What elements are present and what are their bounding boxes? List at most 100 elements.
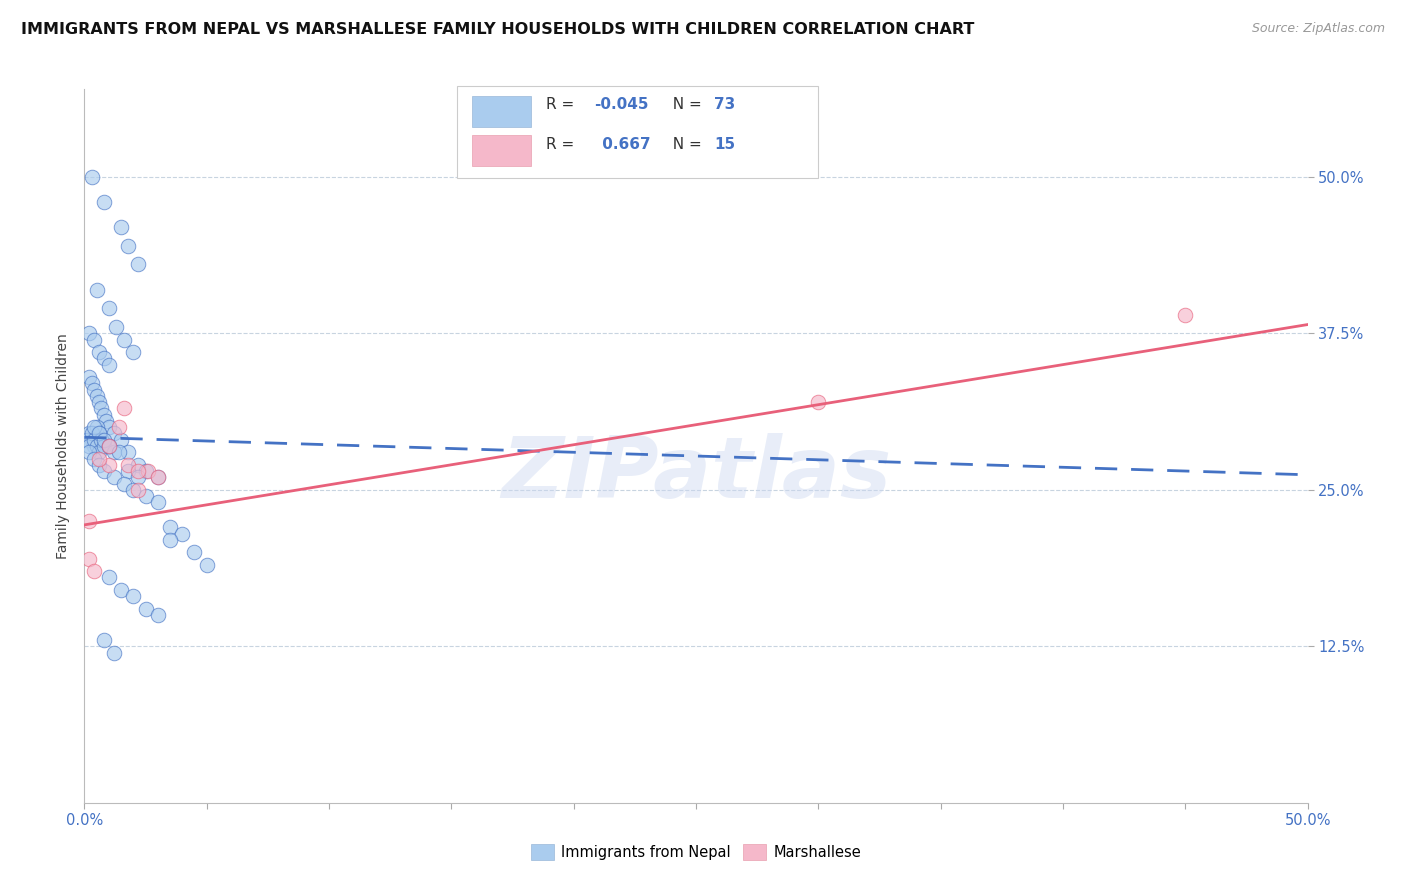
Point	[110, 582, 132, 597]
Point	[97, 301, 120, 316]
Point	[93, 439, 115, 453]
Point	[83, 433, 105, 447]
Point	[107, 420, 129, 434]
Point	[117, 458, 139, 472]
Point	[97, 358, 120, 372]
Point	[97, 439, 120, 453]
Point	[86, 439, 108, 453]
Point	[122, 589, 145, 603]
Point	[110, 433, 132, 447]
Point	[77, 445, 100, 459]
Point	[96, 414, 118, 428]
Point	[146, 470, 169, 484]
Point	[122, 345, 145, 359]
Point	[112, 401, 135, 416]
Point	[83, 383, 105, 397]
Point	[117, 238, 139, 252]
Point	[127, 458, 149, 472]
Point	[112, 333, 135, 347]
Point	[103, 426, 125, 441]
Text: IMMIGRANTS FROM NEPAL VS MARSHALLESE FAMILY HOUSEHOLDS WITH CHILDREN CORRELATION: IMMIGRANTS FROM NEPAL VS MARSHALLESE FAM…	[21, 22, 974, 37]
Point	[77, 426, 100, 441]
Text: 15: 15	[714, 136, 735, 152]
Point	[117, 445, 139, 459]
Point	[77, 514, 100, 528]
Point	[117, 464, 139, 478]
Y-axis label: Family Households with Children: Family Households with Children	[56, 333, 70, 559]
Text: -0.045: -0.045	[595, 96, 650, 112]
FancyBboxPatch shape	[457, 86, 818, 178]
Point	[172, 526, 194, 541]
Legend: Immigrants from Nepal, Marshallese: Immigrants from Nepal, Marshallese	[523, 837, 869, 867]
Point	[80, 169, 103, 184]
Text: N =: N =	[664, 96, 707, 112]
Point	[97, 439, 120, 453]
Point	[86, 389, 108, 403]
Point	[146, 495, 169, 509]
Point	[97, 570, 120, 584]
Point	[807, 395, 830, 409]
Point	[93, 633, 115, 648]
Point	[107, 445, 129, 459]
Point	[76, 433, 98, 447]
Point	[83, 451, 105, 466]
Point	[136, 464, 159, 478]
Point	[1174, 308, 1197, 322]
Point	[146, 470, 169, 484]
Point	[83, 333, 105, 347]
Point	[83, 439, 105, 453]
Point	[135, 464, 157, 478]
Point	[77, 370, 100, 384]
Point	[77, 551, 100, 566]
Point	[90, 433, 112, 447]
Point	[183, 545, 205, 559]
Point	[87, 451, 110, 466]
Point	[77, 439, 100, 453]
Point	[146, 607, 169, 622]
Point	[86, 420, 108, 434]
Point	[110, 219, 132, 234]
Point	[80, 426, 103, 441]
Point	[103, 445, 125, 459]
Point	[87, 458, 110, 472]
FancyBboxPatch shape	[472, 96, 531, 127]
Text: 73: 73	[714, 96, 735, 112]
Point	[97, 458, 120, 472]
Point	[83, 420, 105, 434]
Point	[127, 470, 149, 484]
Point	[90, 401, 112, 416]
Point	[159, 520, 181, 534]
Point	[127, 483, 149, 497]
Point	[87, 426, 110, 441]
Text: N =: N =	[664, 136, 707, 152]
Point	[80, 376, 103, 391]
Text: R =: R =	[546, 136, 579, 152]
Point	[122, 483, 145, 497]
Point	[87, 345, 110, 359]
Text: R =: R =	[546, 96, 579, 112]
Point	[77, 326, 100, 341]
Point	[87, 426, 110, 441]
Point	[135, 489, 157, 503]
Point	[97, 420, 120, 434]
Point	[87, 445, 110, 459]
Point	[86, 283, 108, 297]
Point	[93, 433, 115, 447]
Point	[159, 533, 181, 547]
Point	[135, 601, 157, 615]
Point	[195, 558, 218, 572]
Point	[127, 257, 149, 271]
Text: 0.667: 0.667	[598, 136, 651, 152]
Point	[105, 320, 128, 334]
Point	[103, 646, 125, 660]
Point	[93, 194, 115, 209]
Text: Source: ZipAtlas.com: Source: ZipAtlas.com	[1251, 22, 1385, 36]
Point	[103, 470, 125, 484]
Point	[93, 351, 115, 366]
Point	[112, 476, 135, 491]
Point	[87, 395, 110, 409]
Point	[93, 408, 115, 422]
Point	[93, 464, 115, 478]
FancyBboxPatch shape	[472, 135, 531, 166]
Point	[83, 564, 105, 578]
